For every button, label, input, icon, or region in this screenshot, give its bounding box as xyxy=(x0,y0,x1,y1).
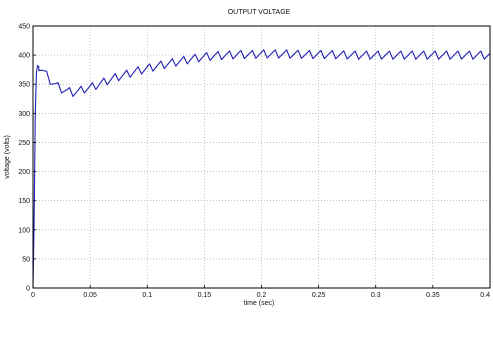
y-axis: 0 50 100 150 200 250 300 350 400 450 xyxy=(18,24,36,293)
x-tick-label: 0.25 xyxy=(312,292,326,299)
y-tick-label: 400 xyxy=(18,53,30,60)
x-tick-label: 0.05 xyxy=(83,292,97,299)
x-axis: 0 0.05 0.1 0.15 0.2 0.25 0.3 0.35 0.4 xyxy=(31,285,491,299)
voltage-line xyxy=(32,49,491,289)
y-tick-label: 0 xyxy=(26,286,30,293)
y-tick-label: 450 xyxy=(18,24,30,31)
x-tick-label: 0 xyxy=(31,292,35,299)
x-tick-label: 0.1 xyxy=(142,292,152,299)
x-tick-label: 0.4 xyxy=(480,292,490,299)
x-tick-label: 0.2 xyxy=(257,292,267,299)
x-axis-label: time (sec) xyxy=(244,300,275,307)
grid xyxy=(33,26,490,288)
x-tick-label: 0.35 xyxy=(426,292,440,299)
y-tick-label: 350 xyxy=(18,82,30,89)
y-tick-label: 250 xyxy=(18,140,30,147)
y-tick-label: 100 xyxy=(18,227,30,234)
y-tick-label: 50 xyxy=(22,256,30,263)
series-layer xyxy=(32,49,491,289)
y-tick-label: 300 xyxy=(18,111,30,118)
x-tick-label: 0.15 xyxy=(198,292,212,299)
y-axis-label: voltage (volts) xyxy=(4,135,11,179)
y-tick-label: 200 xyxy=(18,169,30,176)
y-tick-label: 150 xyxy=(18,198,30,205)
chart-title: OUTPUT VOLTAGE xyxy=(228,9,291,16)
x-tick-label: 0.3 xyxy=(371,292,381,299)
